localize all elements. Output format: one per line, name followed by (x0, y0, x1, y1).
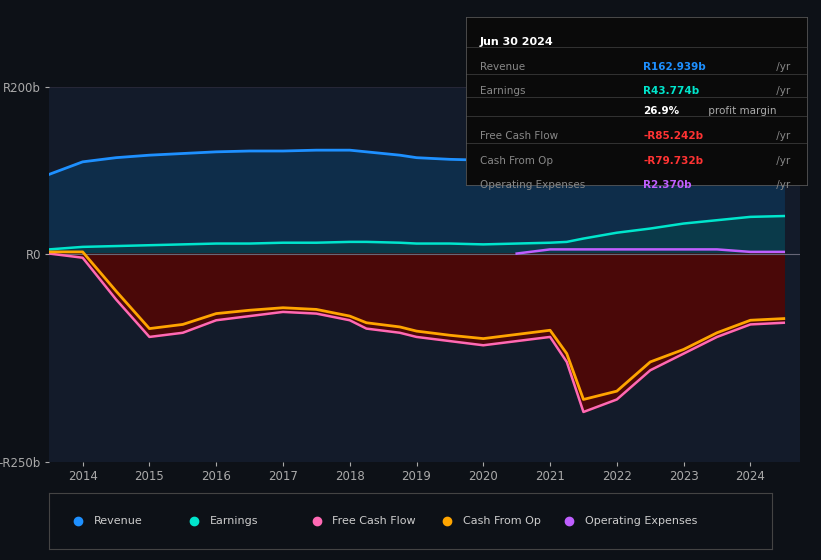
Text: /yr: /yr (773, 86, 791, 96)
Text: Operating Expenses: Operating Expenses (585, 516, 698, 526)
Text: 26.9%: 26.9% (644, 106, 680, 116)
Text: R162.939b: R162.939b (644, 62, 706, 72)
Text: Free Cash Flow: Free Cash Flow (333, 516, 416, 526)
Text: Free Cash Flow: Free Cash Flow (480, 131, 558, 141)
Text: profit margin: profit margin (704, 106, 777, 116)
Text: /yr: /yr (773, 180, 791, 190)
Text: /yr: /yr (773, 156, 791, 166)
Text: Cash From Op: Cash From Op (462, 516, 540, 526)
Text: -R85.242b: -R85.242b (644, 131, 704, 141)
Text: Earnings: Earnings (480, 86, 525, 96)
Text: /yr: /yr (773, 62, 791, 72)
Text: Cash From Op: Cash From Op (480, 156, 553, 166)
Text: R2.370b: R2.370b (644, 180, 692, 190)
Text: Jun 30 2024: Jun 30 2024 (480, 37, 553, 47)
Text: R43.774b: R43.774b (644, 86, 699, 96)
Text: -R79.732b: -R79.732b (644, 156, 704, 166)
Text: Revenue: Revenue (94, 516, 143, 526)
Text: /yr: /yr (773, 131, 791, 141)
Text: Operating Expenses: Operating Expenses (480, 180, 585, 190)
Text: Revenue: Revenue (480, 62, 525, 72)
Text: Earnings: Earnings (209, 516, 258, 526)
